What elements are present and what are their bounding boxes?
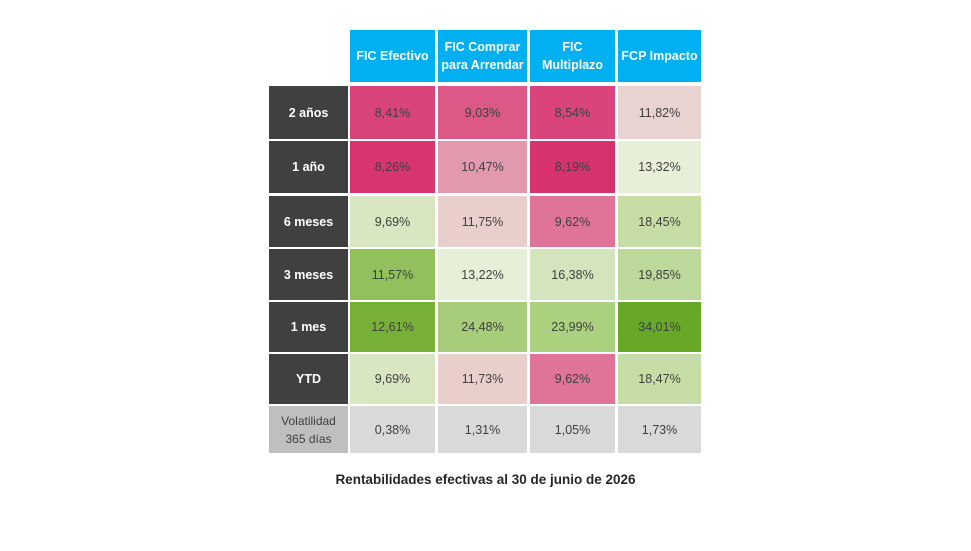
table-cell: 9,03% (438, 86, 527, 139)
table-cell: 34,01% (618, 302, 701, 352)
row-label: 2 años (269, 86, 348, 139)
table-cell: 11,57% (350, 249, 435, 300)
table-cell: 9,69% (350, 354, 435, 404)
row-label: 3 meses (269, 249, 348, 300)
table-cell: 8,26% (350, 141, 435, 193)
column-header: FIC Efectivo (350, 30, 435, 82)
table-cell: 9,69% (350, 196, 435, 247)
table-cell: 8,19% (530, 141, 615, 193)
table-cell: 16,38% (530, 249, 615, 300)
table-cell: 11,73% (438, 354, 527, 404)
table-cell: 8,41% (350, 86, 435, 139)
table-cell: 0,38% (350, 406, 435, 453)
column-header: FCP Impacto (618, 30, 701, 82)
table-cell: 9,62% (530, 354, 615, 404)
table-cell: 1,05% (530, 406, 615, 453)
table-cell: 19,85% (618, 249, 701, 300)
table-cell: 12,61% (350, 302, 435, 352)
row-label: 1 mes (269, 302, 348, 352)
row-label: YTD (269, 354, 348, 404)
table-cell: 18,47% (618, 354, 701, 404)
table-cell: 24,48% (438, 302, 527, 352)
column-header: FIC Multiplazo (530, 30, 615, 82)
table-cell: 13,22% (438, 249, 527, 300)
table-cell: 13,32% (618, 141, 701, 193)
column-header: FIC Comprar para Arrendar (438, 30, 527, 82)
table-cell: 18,45% (618, 196, 701, 247)
row-label: 6 meses (269, 196, 348, 247)
table-cell: 10,47% (438, 141, 527, 193)
table-caption: Rentabilidades efectivas al 30 de junio … (335, 472, 636, 487)
table-cell: 11,75% (438, 196, 527, 247)
row-label: 1 año (269, 141, 348, 193)
table-cell: 23,99% (530, 302, 615, 352)
table-cell: 1,31% (438, 406, 527, 453)
table-cell: 1,73% (618, 406, 701, 453)
row-label: Volatilidad 365 días (269, 406, 348, 453)
table-cell: 9,62% (530, 196, 615, 247)
table-cell: 11,82% (618, 86, 701, 139)
table-cell: 8,54% (530, 86, 615, 139)
